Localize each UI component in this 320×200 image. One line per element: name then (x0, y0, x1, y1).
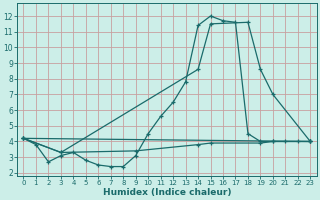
X-axis label: Humidex (Indice chaleur): Humidex (Indice chaleur) (103, 188, 231, 197)
